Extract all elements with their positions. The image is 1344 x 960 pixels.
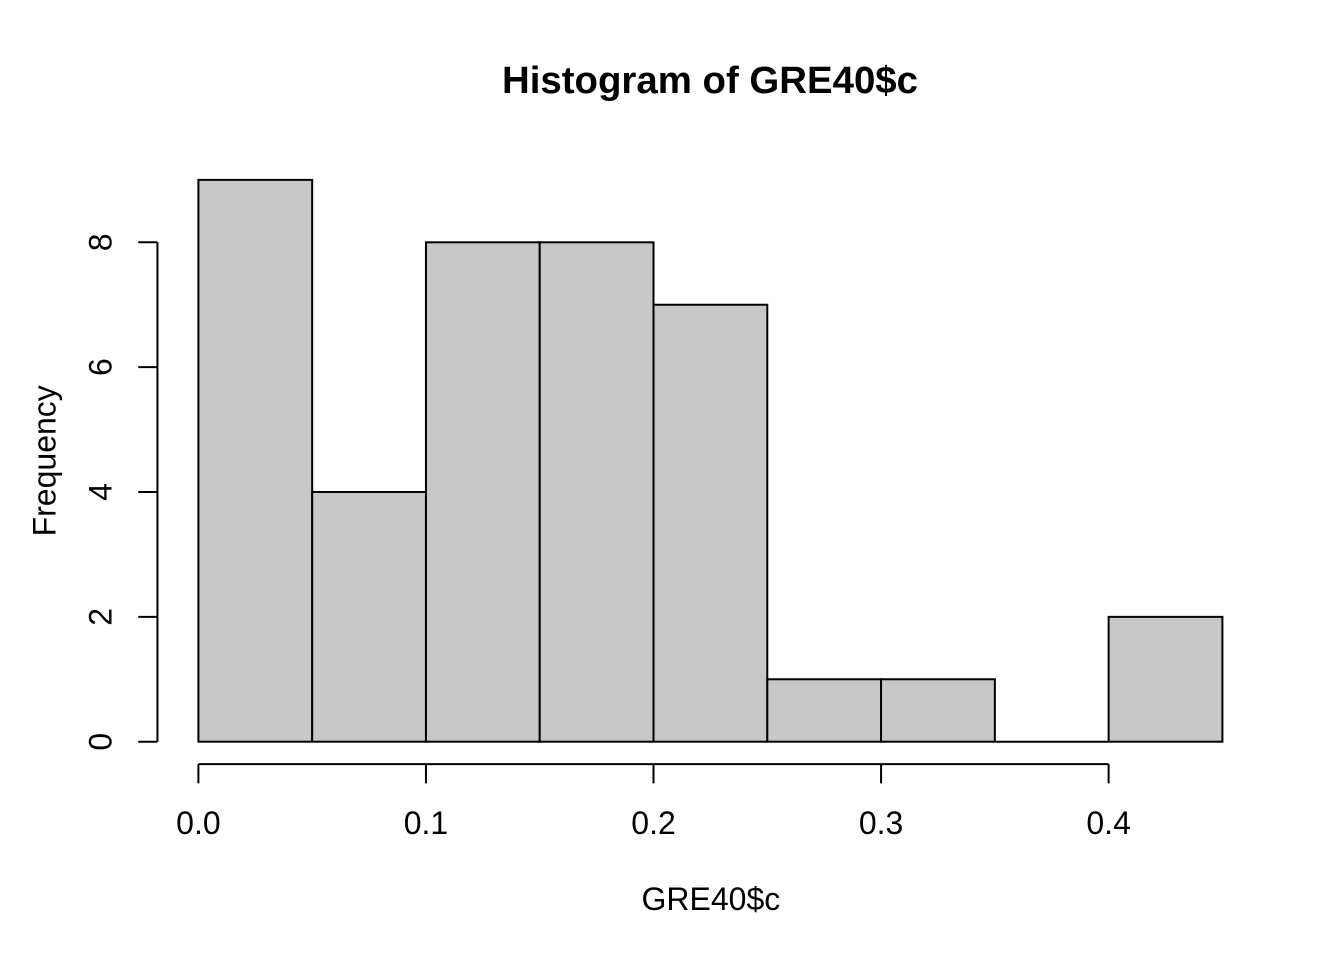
svg-text:0.0: 0.0 bbox=[176, 805, 220, 841]
svg-text:0.2: 0.2 bbox=[631, 805, 675, 841]
svg-text:6: 6 bbox=[82, 358, 118, 376]
svg-text:0: 0 bbox=[82, 733, 118, 751]
svg-text:8: 8 bbox=[82, 233, 118, 251]
svg-text:0.4: 0.4 bbox=[1086, 805, 1130, 841]
svg-text:Histogram of GRE40$c: Histogram of GRE40$c bbox=[502, 59, 918, 102]
svg-text:2: 2 bbox=[82, 608, 118, 626]
svg-text:4: 4 bbox=[82, 483, 118, 501]
svg-text:Frequency: Frequency bbox=[27, 385, 63, 536]
svg-text:0.1: 0.1 bbox=[404, 805, 448, 841]
svg-text:0.3: 0.3 bbox=[859, 805, 903, 841]
svg-text:GRE40$c: GRE40$c bbox=[642, 881, 781, 917]
